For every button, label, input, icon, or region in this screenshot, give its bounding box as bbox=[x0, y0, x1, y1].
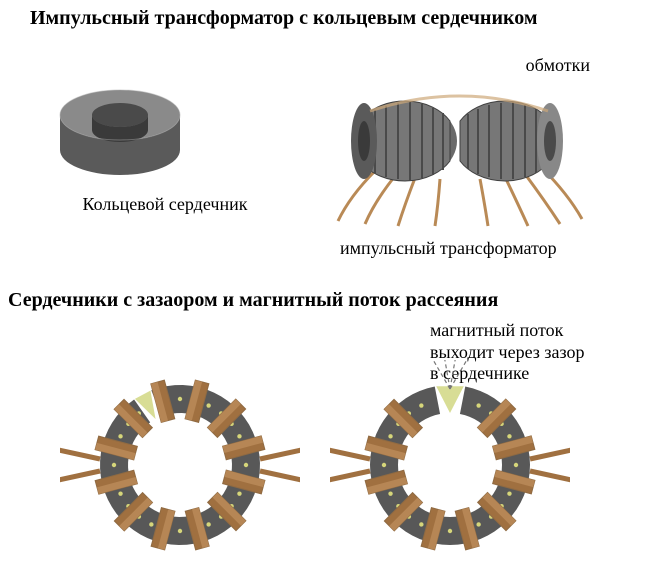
section2-title: Сердечники с зазаором и магнитный поток … bbox=[8, 288, 638, 313]
pulse-transformer-label: импульсный трансформатор bbox=[320, 238, 620, 259]
section1-title: Импульсный трансформатор с кольцевым сер… bbox=[30, 6, 620, 31]
pulse-transformer-illustration bbox=[320, 76, 600, 236]
gapped-core-right bbox=[330, 360, 570, 570]
windings-label: обмотки bbox=[320, 55, 620, 76]
flux-label-line1: магнитный поток bbox=[430, 320, 585, 342]
ring-core-illustration bbox=[45, 70, 205, 190]
gapped-core-left bbox=[60, 360, 300, 570]
ring-core-label: Кольцевой сердечник bbox=[45, 194, 285, 215]
